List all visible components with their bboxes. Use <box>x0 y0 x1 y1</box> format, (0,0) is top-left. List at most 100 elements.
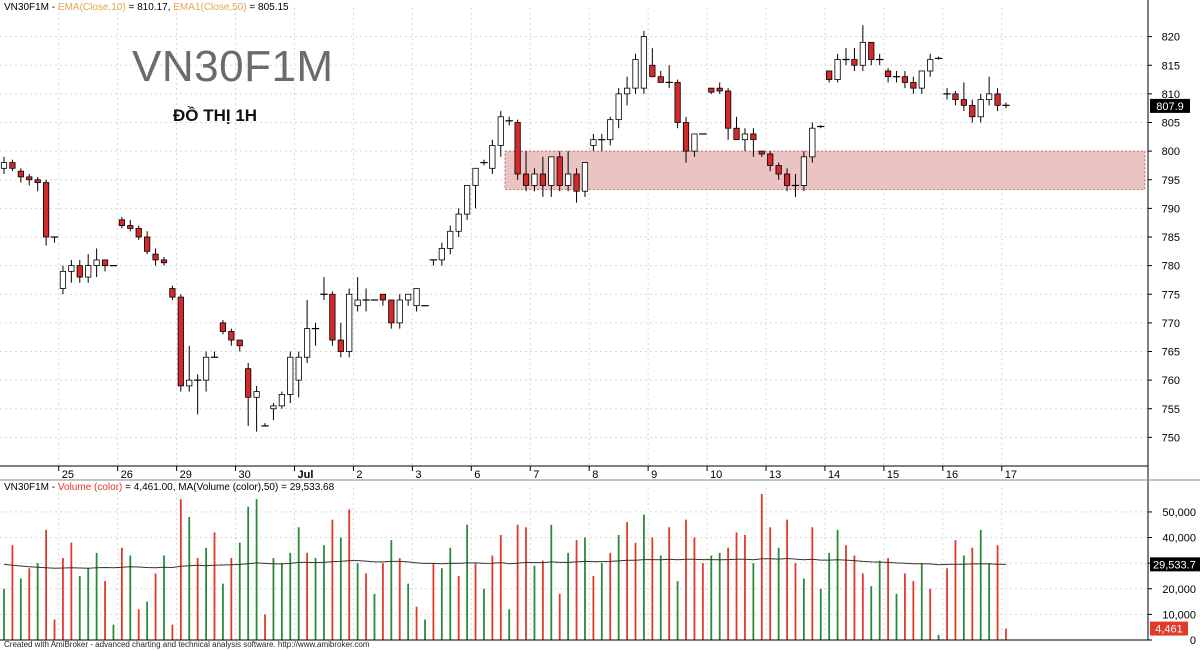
candle-body <box>489 144 496 169</box>
date-tick-label: 17 <box>1005 469 1017 481</box>
candle-body <box>615 93 622 121</box>
price-tick-label: 795 <box>1162 175 1180 187</box>
chart-timeframe-subtitle: ĐỒ THỊ 1H <box>173 106 258 125</box>
candle-body <box>85 265 92 278</box>
price-tick-label: 775 <box>1162 289 1180 301</box>
footer-credit: Created with AmiBroker - advanced charti… <box>4 640 370 649</box>
price-tick-label: 770 <box>1162 318 1180 330</box>
date-tick-label: 7 <box>533 469 539 481</box>
volume-legend-ticker: VN30F1M <box>4 482 50 493</box>
candle-body <box>969 104 976 118</box>
price-axis: 7507557607657707757807857907958008058108… <box>1147 0 1190 640</box>
price-legend: VN30F1M - EMA(Close,10) = 810.17, EMA1(C… <box>4 2 289 13</box>
candle-body <box>59 270 67 289</box>
candle-body <box>379 293 387 301</box>
volume-axis: 010,00020,00030,00040,00050,00029,533.74… <box>0 507 1200 647</box>
candle-body <box>127 225 134 229</box>
candle-body <box>405 293 412 301</box>
candle-body <box>682 122 690 152</box>
candle-body <box>337 339 344 352</box>
date-tick-label: 8 <box>592 469 598 481</box>
ema10-value: = 810.17, <box>128 2 171 13</box>
candle-body <box>834 59 841 80</box>
candle-body <box>26 176 33 181</box>
candle-body <box>960 99 967 106</box>
candle-body <box>295 356 302 381</box>
ema50-value: = 805.15 <box>249 2 289 13</box>
volume-tick-label: 10,000 <box>1162 609 1196 621</box>
candle-body <box>43 182 50 238</box>
date-tick-label: 14 <box>828 469 840 481</box>
date-tick-label: 10 <box>710 469 722 481</box>
support-zone <box>504 150 1146 190</box>
candle-body <box>986 93 993 100</box>
candle-body <box>590 139 597 146</box>
date-tick-label: 3 <box>415 469 421 481</box>
candle-body <box>245 368 252 398</box>
candle-body <box>76 265 83 278</box>
candle-body <box>716 87 723 92</box>
candle-body <box>758 150 765 155</box>
price-tick-label: 805 <box>1162 118 1180 130</box>
candle-body <box>447 230 454 249</box>
candle-body <box>918 70 925 89</box>
candle-body <box>354 299 361 307</box>
candle-body <box>674 82 681 123</box>
date-axis: 25 26 29 30 Jul 2 3 6 7 8 9 10 13 14 15 16 17 <box>0 465 1148 481</box>
date-tick-label: 13 <box>769 469 781 481</box>
candlesticks <box>0 25 1010 432</box>
candle-body <box>413 288 420 307</box>
date-tick-label: 2 <box>356 469 362 481</box>
candle-body <box>396 299 403 324</box>
price-tick-label: 750 <box>1162 432 1180 444</box>
candle-body <box>463 185 471 215</box>
candle-body <box>455 213 462 232</box>
candle-body <box>68 265 75 272</box>
candle-body <box>270 405 277 410</box>
price-tick-label: 800 <box>1162 146 1180 158</box>
volume-ma-polyline <box>3 557 1007 569</box>
candle-body <box>438 248 445 261</box>
last-price-box <box>1150 98 1190 113</box>
candle-body <box>885 70 892 78</box>
candle-body <box>34 179 41 184</box>
candle-body <box>388 299 395 324</box>
price-legend-ticker: VN30F1M <box>4 2 50 13</box>
candle-body <box>826 70 833 80</box>
price-tick-label: 780 <box>1162 261 1180 273</box>
candle-body <box>236 339 243 347</box>
candle-body <box>135 228 142 238</box>
price-tick-label: 790 <box>1162 203 1180 215</box>
candle-body <box>565 173 572 186</box>
candle-body <box>733 127 740 141</box>
candle-body <box>219 322 227 332</box>
volume-ma-label: MA(Volume (color),50) <box>178 482 279 493</box>
candle-body <box>9 162 16 169</box>
support-zone-rect <box>504 150 1146 190</box>
candle-body <box>952 93 959 100</box>
volume-grid <box>0 479 1200 641</box>
candle-body <box>514 122 521 175</box>
candle-body <box>859 41 866 66</box>
candle-body <box>977 99 984 118</box>
candle-body <box>253 391 260 398</box>
candle-body <box>581 162 589 192</box>
date-tick-label: 15 <box>887 469 899 481</box>
candle-body <box>632 59 639 89</box>
candle-body <box>177 296 184 387</box>
candle-body <box>910 82 917 89</box>
candle-body <box>623 87 631 95</box>
volume-tick-label: 20,000 <box>1162 584 1196 596</box>
candle-body <box>144 236 151 252</box>
candle-body <box>186 379 193 387</box>
candle-body <box>118 219 125 226</box>
candle-body <box>346 293 353 352</box>
candle-body <box>640 36 648 89</box>
candle-body <box>691 133 698 152</box>
last-price-label: 807.9 <box>1156 101 1184 113</box>
ema50-label: EMA1(Close,50) <box>173 2 247 13</box>
date-tick-label: 30 <box>239 469 251 481</box>
price-tick-label: 755 <box>1162 404 1180 416</box>
candle-body <box>152 253 159 261</box>
candle-body <box>539 173 546 186</box>
